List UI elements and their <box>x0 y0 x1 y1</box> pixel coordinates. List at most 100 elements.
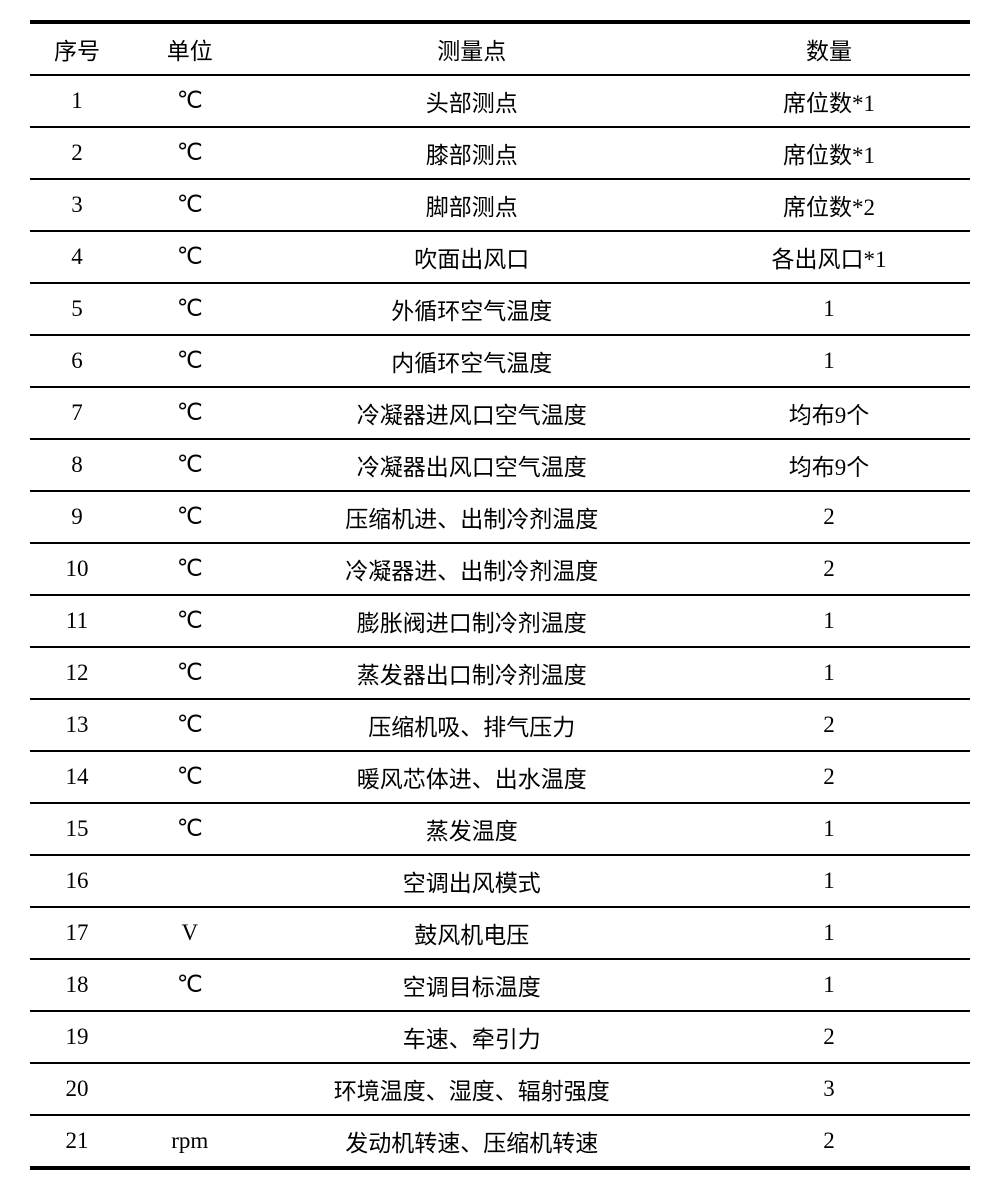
cell-seq: 1 <box>30 75 124 127</box>
cell-unit: ℃ <box>124 439 256 491</box>
cell-point: 空调目标温度 <box>256 959 688 1011</box>
cell-unit: ℃ <box>124 283 256 335</box>
cell-unit <box>124 1063 256 1115</box>
cell-point: 车速、牵引力 <box>256 1011 688 1063</box>
table-row: 21rpm发动机转速、压缩机转速2 <box>30 1115 970 1168</box>
cell-unit <box>124 1011 256 1063</box>
col-header-point: 测量点 <box>256 22 688 75</box>
cell-qty: 1 <box>688 907 970 959</box>
cell-point: 发动机转速、压缩机转速 <box>256 1115 688 1168</box>
cell-point: 吹面出风口 <box>256 231 688 283</box>
cell-unit: ℃ <box>124 803 256 855</box>
cell-point: 内循环空气温度 <box>256 335 688 387</box>
cell-point: 环境温度、湿度、辐射强度 <box>256 1063 688 1115</box>
table-row: 20 环境温度、湿度、辐射强度3 <box>30 1063 970 1115</box>
cell-point: 蒸发温度 <box>256 803 688 855</box>
cell-seq: 5 <box>30 283 124 335</box>
cell-seq: 14 <box>30 751 124 803</box>
cell-qty: 各出风口*1 <box>688 231 970 283</box>
table-row: 16空调出风模式1 <box>30 855 970 907</box>
cell-qty: 1 <box>688 647 970 699</box>
table-row: 18℃空调目标温度1 <box>30 959 970 1011</box>
cell-unit: ℃ <box>124 647 256 699</box>
col-header-qty: 数量 <box>688 22 970 75</box>
table-row: 4℃吹面出风口各出风口*1 <box>30 231 970 283</box>
table-row: 6℃内循环空气温度1 <box>30 335 970 387</box>
cell-point: 冷凝器进风口空气温度 <box>256 387 688 439</box>
cell-point: 蒸发器出口制冷剂温度 <box>256 647 688 699</box>
cell-point: 鼓风机电压 <box>256 907 688 959</box>
cell-seq: 21 <box>30 1115 124 1168</box>
cell-seq: 11 <box>30 595 124 647</box>
cell-point: 外循环空气温度 <box>256 283 688 335</box>
cell-qty: 1 <box>688 335 970 387</box>
cell-seq: 7 <box>30 387 124 439</box>
table-row: 1℃头部测点席位数*1 <box>30 75 970 127</box>
cell-unit: ℃ <box>124 959 256 1011</box>
cell-seq: 13 <box>30 699 124 751</box>
table-row: 12℃蒸发器出口制冷剂温度1 <box>30 647 970 699</box>
cell-qty: 席位数*1 <box>688 75 970 127</box>
cell-qty: 2 <box>688 1011 970 1063</box>
cell-seq: 19 <box>30 1011 124 1063</box>
measurement-table: 序号 单位 测量点 数量 1℃头部测点席位数*12℃膝部测点席位数*13℃脚部测… <box>30 20 970 1170</box>
cell-qty: 2 <box>688 1115 970 1168</box>
table-row: 15℃蒸发温度1 <box>30 803 970 855</box>
cell-unit: ℃ <box>124 751 256 803</box>
cell-unit: ℃ <box>124 491 256 543</box>
cell-qty: 1 <box>688 803 970 855</box>
table-row: 13℃压缩机吸、排气压力2 <box>30 699 970 751</box>
cell-unit: ℃ <box>124 335 256 387</box>
cell-unit: ℃ <box>124 75 256 127</box>
cell-seq: 6 <box>30 335 124 387</box>
cell-seq: 18 <box>30 959 124 1011</box>
cell-qty: 均布9个 <box>688 439 970 491</box>
table-row: 11℃膨胀阀进口制冷剂温度1 <box>30 595 970 647</box>
cell-seq: 16 <box>30 855 124 907</box>
cell-unit: rpm <box>124 1115 256 1168</box>
table-header-row: 序号 单位 测量点 数量 <box>30 22 970 75</box>
table-row: 10℃冷凝器进、出制冷剂温度2 <box>30 543 970 595</box>
cell-point: 空调出风模式 <box>256 855 688 907</box>
cell-unit: ℃ <box>124 127 256 179</box>
cell-point: 脚部测点 <box>256 179 688 231</box>
cell-unit <box>124 855 256 907</box>
cell-point: 暖风芯体进、出水温度 <box>256 751 688 803</box>
cell-unit: ℃ <box>124 231 256 283</box>
cell-seq: 10 <box>30 543 124 595</box>
cell-qty: 席位数*2 <box>688 179 970 231</box>
table-body: 1℃头部测点席位数*12℃膝部测点席位数*13℃脚部测点席位数*24℃吹面出风口… <box>30 75 970 1168</box>
cell-seq: 20 <box>30 1063 124 1115</box>
cell-point: 冷凝器进、出制冷剂温度 <box>256 543 688 595</box>
cell-seq: 9 <box>30 491 124 543</box>
cell-qty: 2 <box>688 751 970 803</box>
cell-seq: 17 <box>30 907 124 959</box>
cell-unit: ℃ <box>124 543 256 595</box>
cell-unit: ℃ <box>124 595 256 647</box>
table-row: 17V鼓风机电压1 <box>30 907 970 959</box>
table-row: 7℃冷凝器进风口空气温度均布9个 <box>30 387 970 439</box>
cell-seq: 3 <box>30 179 124 231</box>
cell-unit: V <box>124 907 256 959</box>
table-row: 19 车速、牵引力2 <box>30 1011 970 1063</box>
cell-qty: 1 <box>688 283 970 335</box>
table-row: 14℃暖风芯体进、出水温度2 <box>30 751 970 803</box>
cell-unit: ℃ <box>124 179 256 231</box>
cell-qty: 1 <box>688 595 970 647</box>
cell-seq: 12 <box>30 647 124 699</box>
cell-qty: 2 <box>688 699 970 751</box>
cell-qty: 均布9个 <box>688 387 970 439</box>
table-row: 2℃膝部测点席位数*1 <box>30 127 970 179</box>
cell-qty: 席位数*1 <box>688 127 970 179</box>
cell-unit: ℃ <box>124 699 256 751</box>
col-header-unit: 单位 <box>124 22 256 75</box>
table-row: 9℃压缩机进、出制冷剂温度2 <box>30 491 970 543</box>
cell-point: 冷凝器出风口空气温度 <box>256 439 688 491</box>
cell-qty: 2 <box>688 491 970 543</box>
table-row: 8℃冷凝器出风口空气温度均布9个 <box>30 439 970 491</box>
table-row: 5℃外循环空气温度1 <box>30 283 970 335</box>
cell-seq: 4 <box>30 231 124 283</box>
cell-qty: 3 <box>688 1063 970 1115</box>
cell-point: 压缩机进、出制冷剂温度 <box>256 491 688 543</box>
cell-point: 压缩机吸、排气压力 <box>256 699 688 751</box>
